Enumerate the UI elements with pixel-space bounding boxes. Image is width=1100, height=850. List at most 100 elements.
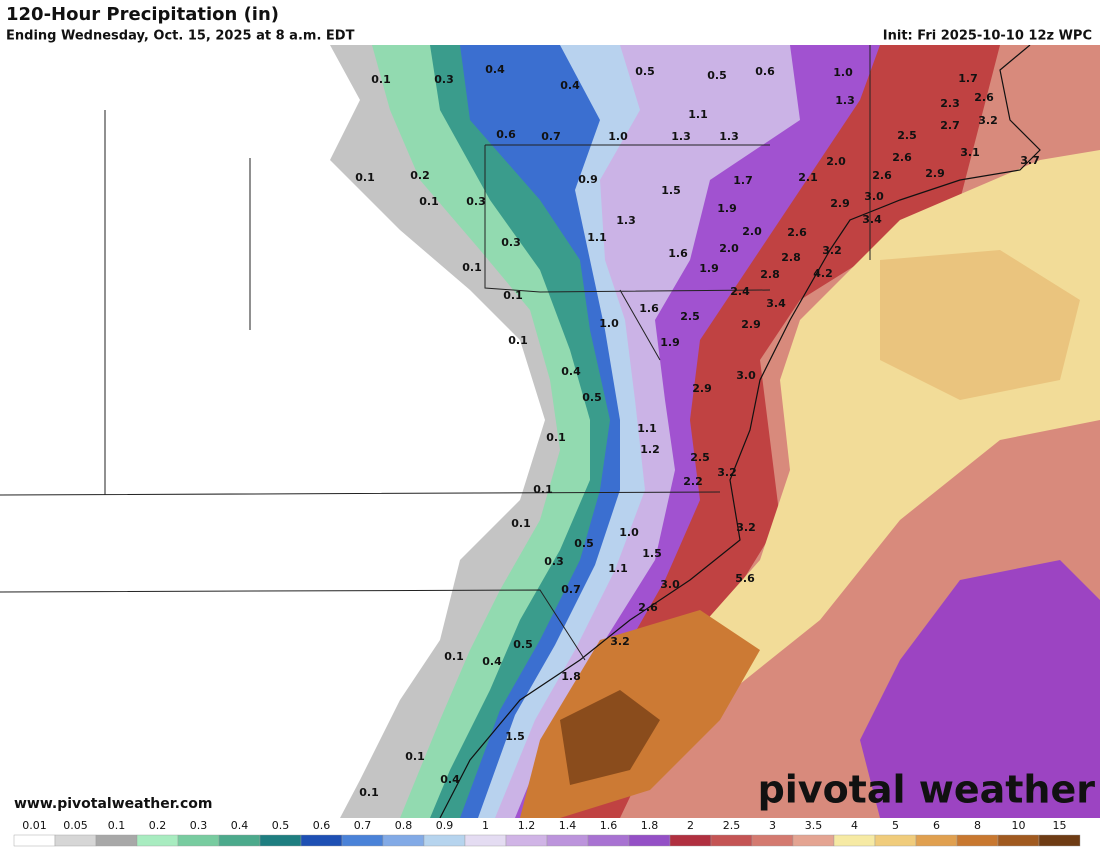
colorbar-swatch <box>792 834 835 847</box>
precip-label: 1.5 <box>642 547 662 560</box>
precip-label: 2.8 <box>760 268 780 281</box>
precip-label: 1.0 <box>619 526 639 539</box>
colorbar-label: 0.3 <box>190 819 208 832</box>
colorbar-label: 0.6 <box>313 819 331 832</box>
colorbar-label: 1 <box>482 819 489 832</box>
precip-label: 0.3 <box>501 236 521 249</box>
precip-label: 0.1 <box>511 517 531 530</box>
precip-label: 0.6 <box>755 65 775 78</box>
precip-label: 2.2 <box>683 475 703 488</box>
watermark: www.pivotalweather.com <box>14 796 213 812</box>
precip-label: 0.2 <box>410 169 430 182</box>
colorbar-label: 15 <box>1053 819 1067 832</box>
colorbar-label: 0.7 <box>354 819 372 832</box>
colorbar-label: 1.6 <box>600 819 618 832</box>
precip-label: 2.5 <box>680 310 700 323</box>
precip-label: 4.2 <box>813 267 833 280</box>
colorbar-swatch <box>546 834 589 847</box>
precip-label: 1.3 <box>671 130 691 143</box>
precip-label: 2.6 <box>787 226 807 239</box>
precip-label: 1.0 <box>599 317 619 330</box>
precip-label: 0.3 <box>434 73 454 86</box>
colorbar-swatch <box>505 834 548 847</box>
precip-label: 2.7 <box>940 119 960 132</box>
colorbar-swatch <box>669 834 712 847</box>
precip-label: 1.1 <box>608 562 628 575</box>
colorbar-label: 5 <box>892 819 899 832</box>
colorbar-label: 3.5 <box>805 819 823 832</box>
colorbar-label: 0.01 <box>22 819 47 832</box>
colorbar-label: 0.5 <box>272 819 290 832</box>
precip-label: 2.0 <box>719 242 739 255</box>
colorbar-swatch <box>628 834 671 847</box>
colorbar-swatch <box>833 834 876 847</box>
precip-label: 1.7 <box>733 174 753 187</box>
precip-label: 0.1 <box>462 261 482 274</box>
precip-label: 2.0 <box>826 155 846 168</box>
init-time: Init: Fri 2025-10-10 12z WPC <box>883 29 1092 44</box>
precip-label: 1.1 <box>637 422 657 435</box>
precip-label: 1.3 <box>835 94 855 107</box>
precip-label: 1.3 <box>719 130 739 143</box>
colorbar-swatch <box>95 834 138 847</box>
precip-label: 0.4 <box>482 655 502 668</box>
colorbar-swatch <box>300 834 343 847</box>
precip-label: 2.3 <box>940 97 960 110</box>
precip-label: 3.2 <box>978 114 998 127</box>
colorbar-swatch <box>710 834 753 847</box>
precip-label: 2.5 <box>897 129 917 142</box>
colorbar-label: 0.4 <box>231 819 249 832</box>
colorbar-label: 0.05 <box>63 819 88 832</box>
precip-label: 1.6 <box>639 302 659 315</box>
precip-label: 0.1 <box>533 483 553 496</box>
precip-label: 3.2 <box>717 466 737 479</box>
precip-label: 1.9 <box>660 336 680 349</box>
precip-label: 3.4 <box>766 297 786 310</box>
precip-label: 2.9 <box>741 318 761 331</box>
precip-label: 1.8 <box>561 670 581 683</box>
precip-label: 0.5 <box>513 638 533 651</box>
precip-label: 3.2 <box>610 635 630 648</box>
colorbar-label: 0.9 <box>436 819 454 832</box>
colorbar-swatch <box>177 834 220 847</box>
precip-label: 2.5 <box>690 451 710 464</box>
precip-label: 0.3 <box>466 195 486 208</box>
precip-label: 3.4 <box>862 213 882 226</box>
precip-label: 5.6 <box>735 572 755 585</box>
precip-label: 0.3 <box>544 555 564 568</box>
precip-label: 0.1 <box>503 289 523 302</box>
precip-label: 0.1 <box>405 750 425 763</box>
colorbar-label: 10 <box>1012 819 1026 832</box>
precip-label: 1.6 <box>668 247 688 260</box>
colorbar-swatch <box>259 834 302 847</box>
precip-label: 3.0 <box>660 578 680 591</box>
precip-label: 2.6 <box>872 169 892 182</box>
precip-label: 1.7 <box>958 72 978 85</box>
precip-label: 2.0 <box>742 225 762 238</box>
colorbar-label: 1.8 <box>641 819 659 832</box>
colorbar-swatch <box>1038 834 1081 847</box>
colorbar-label: 2.5 <box>723 819 741 832</box>
precip-label: 0.7 <box>541 130 561 143</box>
precip-label: 0.1 <box>359 786 379 799</box>
precip-label: 0.1 <box>508 334 528 347</box>
precip-label: 2.6 <box>892 151 912 164</box>
precip-label: 3.7 <box>1020 154 1040 167</box>
colorbar-swatch <box>423 834 466 847</box>
precip-label: 3.0 <box>736 369 756 382</box>
precip-label: 2.9 <box>692 382 712 395</box>
precip-label: 0.5 <box>574 537 594 550</box>
precip-label: 1.9 <box>717 202 737 215</box>
precip-label: 0.5 <box>582 391 602 404</box>
precip-label: 0.1 <box>355 171 375 184</box>
precip-label: 1.5 <box>661 184 681 197</box>
precip-label: 0.1 <box>419 195 439 208</box>
colorbar-swatch <box>341 834 384 847</box>
colorbar-swatch <box>382 834 425 847</box>
colorbar-swatch <box>915 834 958 847</box>
precip-label: 1.1 <box>688 108 708 121</box>
colorbar-swatch <box>464 834 507 847</box>
colorbar-label: 6 <box>933 819 940 832</box>
precip-label: 1.0 <box>608 130 628 143</box>
colorbar: 0.01 0.05 0.1 0.2 0.3 0.4 0.5 0.6 0.7 0.8 0.9 1 1.2 1… <box>13 819 1081 847</box>
